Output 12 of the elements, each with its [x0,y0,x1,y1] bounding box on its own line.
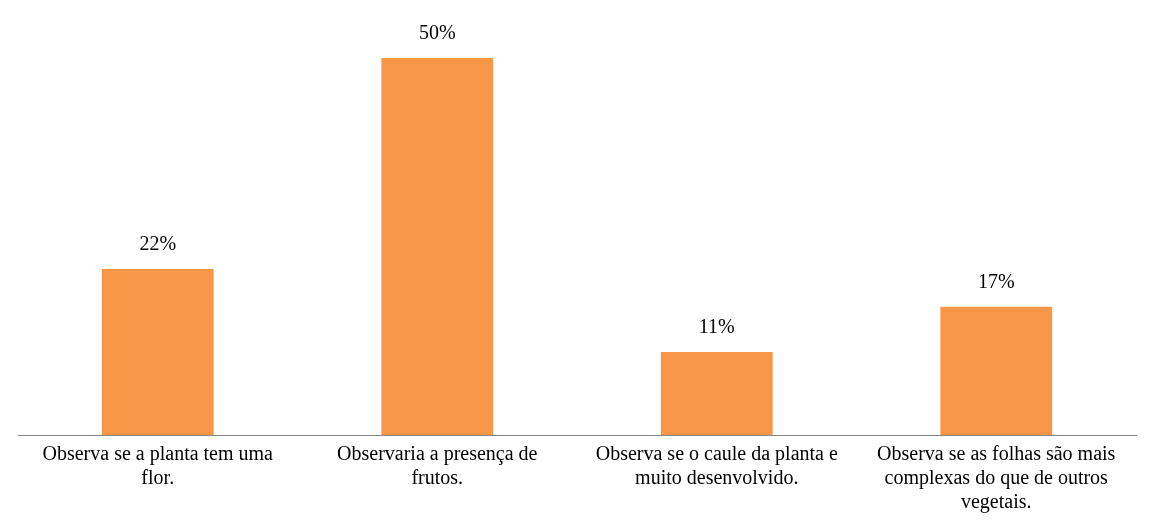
data-label: 11% [698,315,735,338]
bar [940,306,1053,435]
data-label: 50% [418,21,456,44]
x-tick-label: Observa se as folhas são mais complexas do que de outros vegetais. [877,442,1116,514]
data-label: 22% [139,232,177,255]
x-tick-label: Observaria a presença de frutos. [337,442,538,489]
x-tick-label: Observa se a planta tem uma flor. [42,442,274,489]
x-tick-label: Observa se o caule da planta e muito desenvolvido. [595,442,838,489]
data-label: 17% [977,270,1015,293]
bar [101,269,214,435]
bar [660,352,773,435]
bar [381,58,494,435]
